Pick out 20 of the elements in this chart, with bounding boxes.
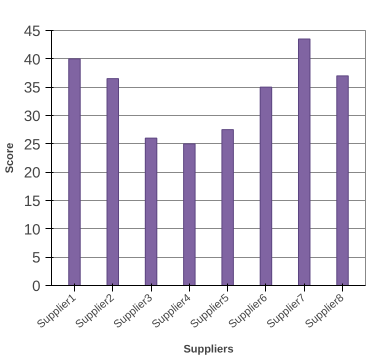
bar xyxy=(106,78,120,286)
y-tick-label: 40 xyxy=(24,51,41,68)
y-tick-label: 30 xyxy=(24,108,41,125)
y-tick-label: 25 xyxy=(24,136,41,154)
bar xyxy=(183,143,196,286)
y-tick-label: 0 xyxy=(32,278,40,295)
bar xyxy=(144,138,158,286)
bar xyxy=(260,86,272,286)
bar xyxy=(336,75,349,286)
y-tick-label: 20 xyxy=(24,164,41,182)
bar xyxy=(298,38,310,286)
y-tick-label: 10 xyxy=(24,221,41,238)
x-axis-title: Suppliers xyxy=(183,344,234,356)
y-tick-label: 5 xyxy=(32,250,40,267)
y-tick-label: 45 xyxy=(24,23,41,40)
y-tick-label: 15 xyxy=(24,193,41,210)
y-axis-title: Score xyxy=(4,142,16,174)
y-tick-label: 35 xyxy=(24,80,41,97)
bar xyxy=(68,58,81,286)
bar xyxy=(221,129,234,286)
